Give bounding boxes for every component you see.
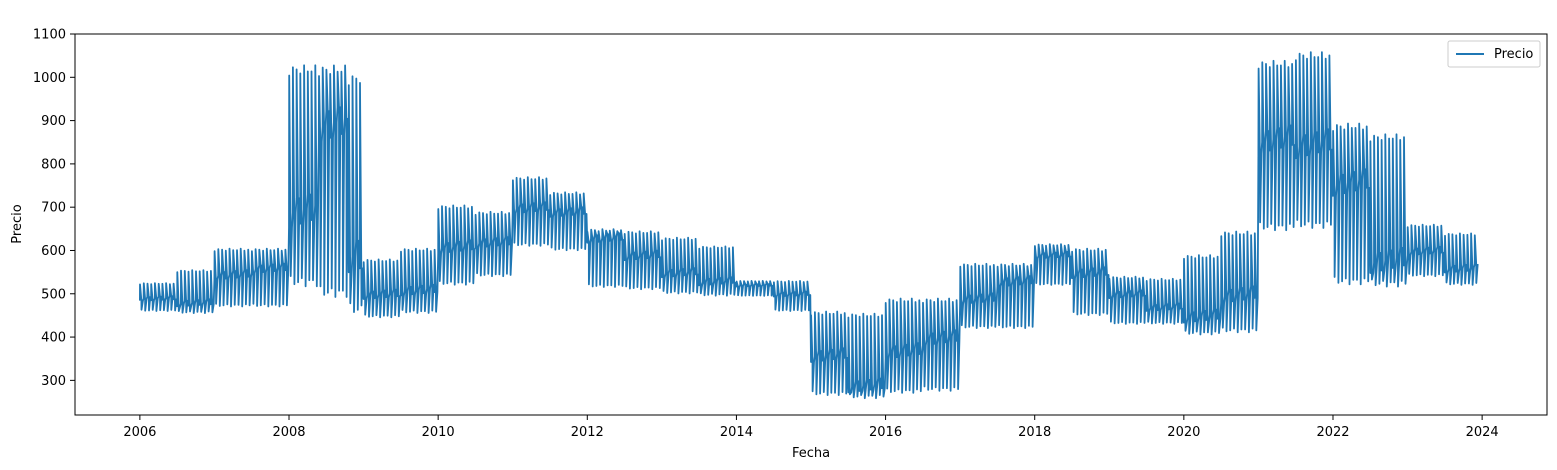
x-tick-label: 2014 [720,425,753,440]
legend-box [1447,40,1541,68]
x-axis: 2006 2008 2010 2012 2014 2016 2018 2020 2022 2024 [123,415,1499,440]
y-axis-label: Precio [10,204,25,243]
y-tick-label: 800 [41,157,66,172]
data-layer [139,51,1479,400]
y-axis: 300 400 500 600 700 800 900 1000 1100 [33,28,75,389]
y-tick-label: 1100 [33,28,66,43]
y-tick-label: 1000 [33,71,66,86]
y-tick-label: 600 [41,244,66,259]
legend-label-precio: Precio [1494,47,1533,62]
y-tick-label: 700 [41,201,66,216]
x-tick-label: 2018 [1018,425,1051,440]
x-tick-label: 2022 [1316,425,1349,440]
y-tick-label: 400 [41,331,66,346]
legend: Precio [1447,40,1541,68]
x-tick-label: 2016 [869,425,902,440]
series-line-precio [139,51,1479,400]
x-tick-label: 2024 [1466,425,1499,440]
x-tick-label: 2006 [123,425,156,440]
x-tick-label: 2020 [1167,425,1200,440]
plot-frame [74,33,1548,416]
y-tick-label: 500 [41,287,66,302]
x-tick-label: 2012 [571,425,604,440]
x-tick-label: 2010 [422,425,455,440]
x-axis-label: Fecha [792,446,830,461]
x-tick-label: 2008 [272,425,305,440]
y-tick-label: 300 [41,374,66,389]
y-tick-label: 900 [41,114,66,129]
